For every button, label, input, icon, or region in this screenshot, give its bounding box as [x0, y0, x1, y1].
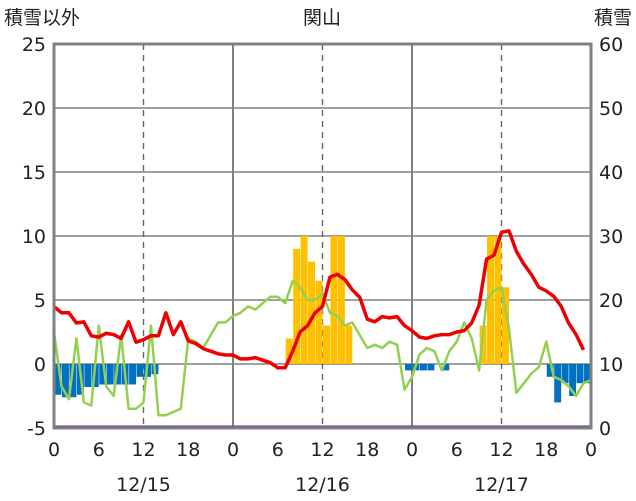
x-tick-label: 6 — [93, 439, 105, 461]
bar — [136, 364, 144, 377]
bar — [427, 364, 435, 371]
bar — [584, 364, 591, 384]
x-tick-label: 18 — [355, 439, 379, 461]
bar — [84, 364, 92, 388]
bar — [330, 236, 338, 364]
y-right-tick-label: 20 — [599, 290, 623, 312]
left-axis-label: 積雪以外 — [4, 7, 80, 29]
y-left-tick-label: 5 — [34, 290, 46, 312]
chart-title: 関山 — [303, 7, 341, 29]
bar — [129, 364, 137, 385]
x-tick-label: 18 — [176, 439, 200, 461]
date-label: 12/16 — [295, 474, 350, 496]
bar — [569, 364, 577, 396]
y-right-tick-label: 40 — [599, 162, 623, 184]
right-axis-label: 積雪 — [594, 7, 632, 29]
bar — [494, 236, 502, 364]
y-left-tick-label: 20 — [22, 98, 46, 120]
bar — [502, 287, 509, 364]
bar — [293, 248, 301, 364]
bar — [61, 364, 69, 398]
bar — [576, 364, 584, 384]
bar — [300, 236, 308, 364]
x-tick-label: 0 — [406, 439, 418, 461]
bar — [308, 261, 316, 364]
x-tick-label: 18 — [534, 439, 558, 461]
x-tick-label: 0 — [585, 439, 597, 461]
y-right-tick-label: 10 — [599, 354, 623, 376]
bar — [479, 325, 487, 364]
bar — [69, 364, 77, 398]
y-left-tick-label: 10 — [22, 226, 46, 248]
x-tick-label: 12 — [310, 439, 334, 461]
y-right-tick-label: 0 — [599, 418, 611, 440]
bar — [405, 364, 412, 371]
date-label: 12/17 — [474, 474, 529, 496]
bar — [54, 364, 62, 395]
x-tick-label: 6 — [451, 439, 463, 461]
y-left-tick-label: 15 — [22, 162, 46, 184]
x-tick-label: 0 — [227, 439, 239, 461]
bar — [419, 364, 427, 371]
bar — [285, 338, 293, 364]
x-tick-label: 6 — [272, 439, 284, 461]
bar — [345, 325, 353, 364]
x-tick-label: 0 — [48, 439, 60, 461]
bar — [337, 236, 345, 364]
plot-frame — [52, 42, 593, 430]
snow-depth-line — [52, 279, 592, 417]
temperature-line — [52, 229, 586, 370]
bar — [561, 364, 569, 384]
y-left-tick-label: -5 — [27, 418, 46, 440]
bar — [554, 364, 562, 403]
date-label: 12/15 — [116, 474, 171, 496]
bar — [99, 364, 107, 385]
x-tick-label: 12 — [489, 439, 513, 461]
y-right-tick-label: 30 — [599, 226, 623, 248]
y-left-tick-label: 0 — [34, 354, 46, 376]
bar — [442, 364, 450, 371]
x-tick-label: 12 — [131, 439, 155, 461]
bar — [323, 325, 330, 364]
bar — [487, 236, 495, 364]
bar — [315, 280, 323, 364]
y-right-tick-label: 50 — [599, 98, 623, 120]
bar — [114, 364, 122, 385]
y-left-tick-label: 25 — [22, 34, 46, 56]
y-right-tick-label: 60 — [599, 34, 623, 56]
bar — [546, 364, 554, 377]
bar — [106, 364, 114, 385]
